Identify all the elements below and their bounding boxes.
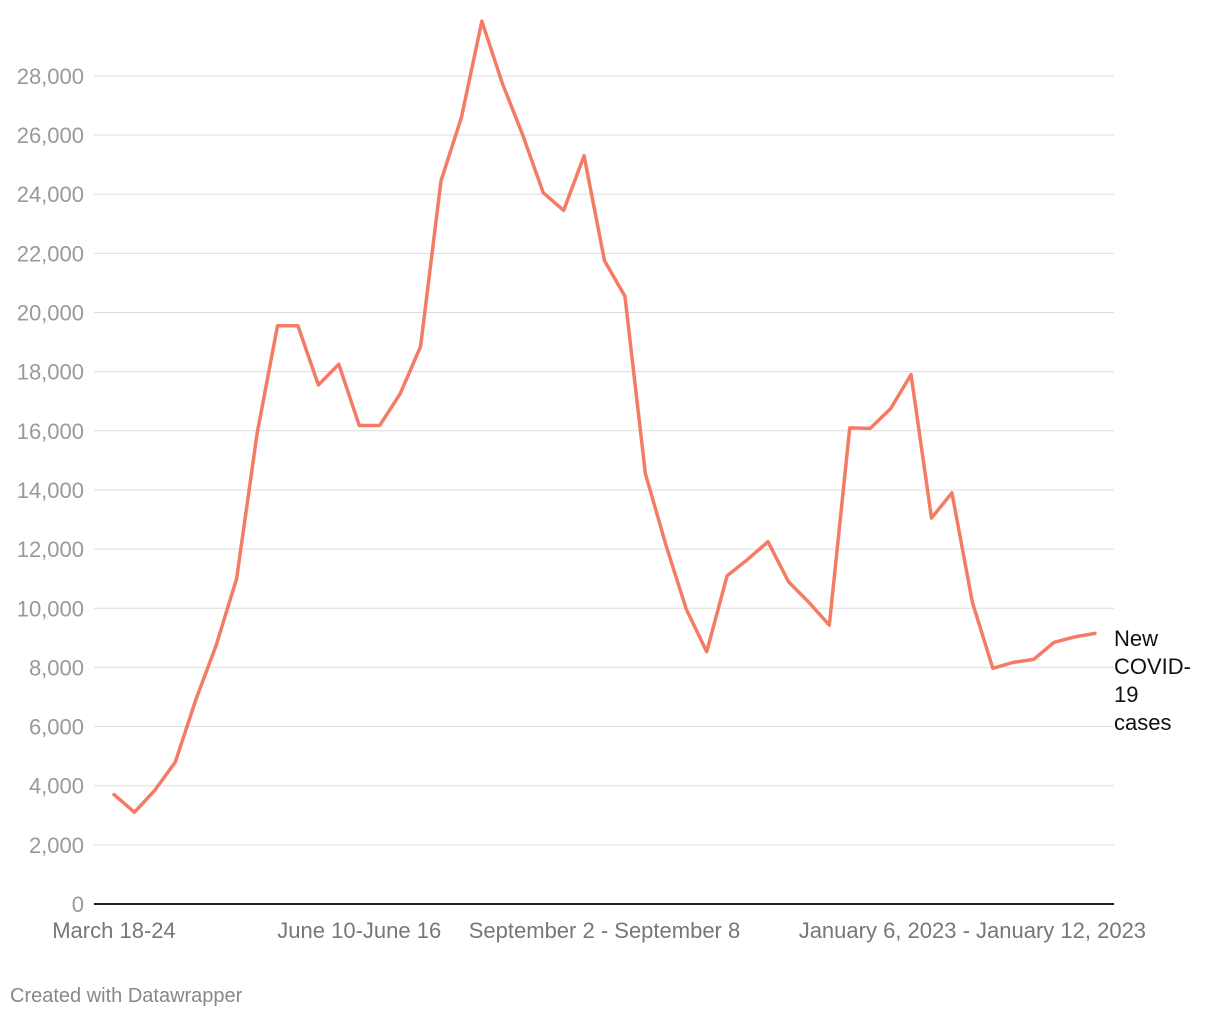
y-tick-label: 12,000 — [17, 537, 84, 562]
y-tick-label: 18,000 — [17, 360, 84, 385]
y-tick-label: 2,000 — [29, 833, 84, 858]
y-tick-label: 8,000 — [29, 655, 84, 680]
x-tick-label: March 18-24 — [52, 918, 176, 943]
y-tick-label: 20,000 — [17, 301, 84, 326]
y-tick-label: 16,000 — [17, 419, 84, 444]
series-label-line: cases — [1114, 710, 1171, 735]
x-tick-label: June 10-June 16 — [277, 918, 441, 943]
y-axis-tick-labels: 0 2,000 4,000 6,000 8,000 10,000 12,000 14,000 1… — [17, 64, 84, 917]
y-tick-label: 24,000 — [17, 182, 84, 207]
y-tick-label: 0 — [72, 892, 84, 917]
y-tick-label: 10,000 — [17, 596, 84, 621]
y-tick-label: 4,000 — [29, 774, 84, 799]
x-axis-tick-labels: March 18-24 June 10-June 16 September 2 - … — [52, 918, 1146, 943]
series-line-new-covid-19-cases — [112, 19, 1097, 815]
x-tick-label: January 6, 2023 - January 12, 2023 — [799, 918, 1146, 943]
y-tick-label: 6,000 — [29, 715, 84, 740]
y-tick-label: 28,000 — [17, 64, 84, 89]
y-tick-label: 14,000 — [17, 478, 84, 503]
series-label: New COVID- 19 cases — [1114, 626, 1191, 735]
gridlines — [94, 75, 1114, 846]
y-tick-label: 26,000 — [17, 123, 84, 148]
series-label-line: 19 — [1114, 682, 1138, 707]
x-tick-label: September 2 - September 8 — [469, 918, 740, 943]
credit-text: Created with Datawrapper — [10, 985, 243, 1007]
series-label-line: New — [1114, 626, 1158, 651]
y-tick-label: 22,000 — [17, 241, 84, 266]
series-label-line: COVID- — [1114, 654, 1191, 679]
